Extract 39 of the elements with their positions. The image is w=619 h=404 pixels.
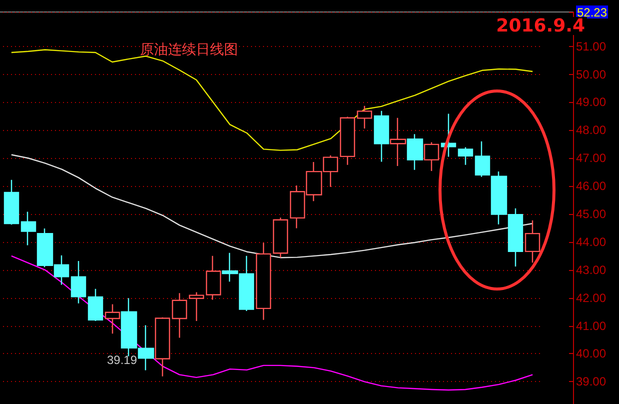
candlestick [188, 292, 204, 322]
y-tick-label: 49.00 [576, 95, 606, 110]
candlestick [374, 110, 390, 162]
candlestick [390, 117, 406, 167]
chart-title: 2016.9.4 [496, 16, 586, 36]
candlestick [272, 217, 288, 258]
candlestick [424, 142, 440, 172]
y-tick-label: 43.00 [576, 262, 606, 277]
y-tick-label: 48.00 [576, 123, 606, 138]
annotation: 39.19 [106, 353, 138, 367]
candlestick [104, 304, 120, 334]
candlestick [474, 140, 490, 178]
candlestick [256, 242, 272, 320]
y-tick-label: 45.00 [576, 207, 606, 222]
candlestick [88, 288, 104, 322]
candlestick [70, 260, 86, 304]
candlestick [524, 220, 540, 264]
y-tick-label: 47.00 [576, 151, 606, 166]
candlestick [206, 255, 222, 300]
line-series [10, 154, 534, 258]
text: 原油连续日线图 [140, 42, 238, 58]
candlestick [340, 116, 356, 166]
y-tick-label: 52.23 [577, 6, 608, 20]
y-tick-label: 50.00 [576, 67, 606, 82]
candlestick [20, 211, 36, 246]
candlestick [356, 105, 372, 130]
candlestick [406, 134, 424, 170]
y-tick-label: 42.00 [576, 290, 606, 305]
line-series [10, 255, 534, 391]
y-tick-label: 51.00 [576, 39, 606, 54]
candlestick [458, 146, 474, 166]
candlestick [172, 292, 188, 338]
y-tick-label: 46.00 [576, 179, 606, 194]
y-tick-label: 41.00 [576, 318, 606, 333]
y-tick-label: 44.00 [576, 234, 606, 249]
candlestick [4, 179, 20, 226]
candlestick [154, 316, 170, 377]
y-tick-label: 39.00 [576, 374, 606, 389]
y-tick-label: 40.00 [576, 346, 606, 361]
